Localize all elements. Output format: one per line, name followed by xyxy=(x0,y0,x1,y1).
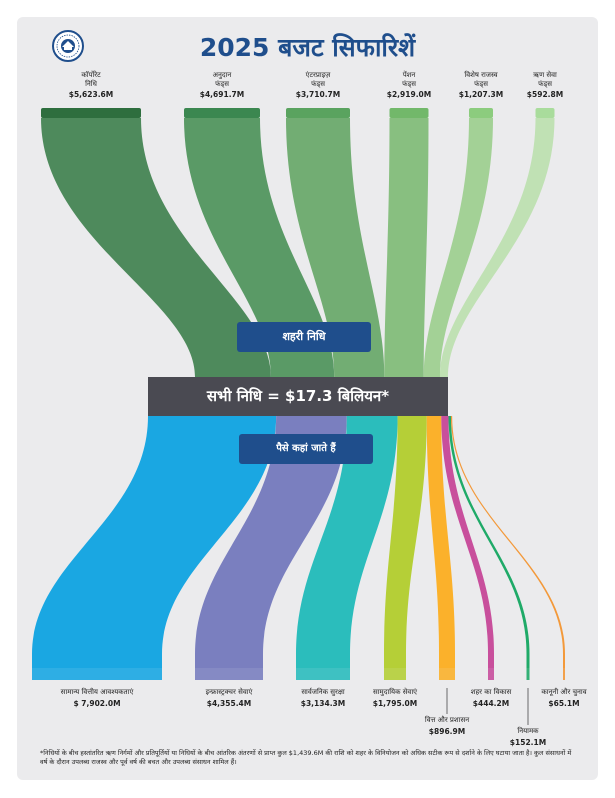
destination-bar xyxy=(195,668,263,680)
source-name: एंटरप्राइज़ xyxy=(305,71,331,79)
source-flow-band xyxy=(184,118,335,377)
source-name: फंड्स xyxy=(538,80,552,88)
destination-flow-band xyxy=(441,416,494,668)
source-bar xyxy=(535,108,555,118)
total-funds-label: सभी निधि = $17.3 बिलियन* xyxy=(206,387,390,405)
where-money-goes-box: पैसे कहां जाते हैं xyxy=(239,434,373,464)
source-name: कॉर्पोरेट xyxy=(81,71,101,79)
source-name: फंड्स xyxy=(474,80,488,88)
destination-name: सार्वजनिक सुरक्षा xyxy=(301,688,345,696)
destination-label: वित्त और प्रशासन $896.9M xyxy=(412,716,482,736)
destination-label: नियामक $152.1M xyxy=(503,727,553,747)
destination-flow-band xyxy=(32,416,277,668)
page-title: 2025 बजट सिफारिशें xyxy=(199,33,416,62)
source-bar xyxy=(286,108,350,118)
destination-name: सामान्य वित्तीय आवश्यकताएं xyxy=(60,688,134,696)
source-amount: $4,691.7M xyxy=(199,90,245,99)
source-amount: $2,919.0M xyxy=(386,90,432,99)
source-amount: $5,623.6M xyxy=(68,90,114,99)
destination-amount: $152.1M xyxy=(509,738,547,747)
destination-name: नियामक xyxy=(517,727,539,735)
destination-amount: $ 7,902.0M xyxy=(73,699,121,708)
source-flow-band xyxy=(41,118,271,377)
source-label: ऋण सेवा फंड्स $592.8M xyxy=(507,71,583,99)
source-flow-band xyxy=(286,118,385,377)
source-name: फंड्स xyxy=(311,80,325,88)
source-label: कॉर्पोरेट निधि $5,623.6M xyxy=(53,71,129,99)
city-seal-icon xyxy=(52,30,84,62)
source-label: विशेष राजस्व फंड्स $1,207.3M xyxy=(443,71,519,99)
destination-label: कानूनी और चुनाव $65.1M xyxy=(529,688,599,708)
destination-bar xyxy=(488,668,494,680)
destination-amount: $3,134.3M xyxy=(300,699,346,708)
total-funds-banner: सभी निधि = $17.3 बिलियन* xyxy=(148,377,448,416)
source-name: ऋण सेवा xyxy=(533,71,557,79)
source-label: अनुदान फंड्स $4,691.7M xyxy=(184,71,260,99)
source-label: पेंशन फंड्स $2,919.0M xyxy=(371,71,447,99)
destination-label: सामान्य वित्तीय आवश्यकताएं $ 7,902.0M xyxy=(27,688,167,708)
destination-flow-band xyxy=(384,416,427,668)
destination-flow-band xyxy=(296,416,398,668)
source-bar xyxy=(469,108,493,118)
source-bar xyxy=(41,108,141,118)
destination-amount: $1,795.0M xyxy=(372,699,418,708)
destination-label: इन्फ्रास्ट्रक्चर सेवाएं $4,355.4M xyxy=(184,688,274,708)
source-label: एंटरप्राइज़ फंड्स $3,710.7M xyxy=(280,71,356,99)
destination-name: शहर का विकास xyxy=(470,688,512,696)
destination-amount: $65.1M xyxy=(548,699,580,708)
destination-amount: $896.9M xyxy=(428,727,466,736)
destination-label: सामुदायिक सेवाएं $1,795.0M xyxy=(355,688,435,708)
source-bar xyxy=(184,108,260,118)
footnote: *निधियों के बीच हस्तांतरित ऋण निर्गमों औ… xyxy=(40,749,572,766)
source-amount: $3,710.7M xyxy=(295,90,341,99)
source-flow-band xyxy=(439,118,555,377)
source-amount: $1,207.3M xyxy=(458,90,504,99)
destination-amount: $4,355.4M xyxy=(206,699,252,708)
destination-name: वित्त और प्रशासन xyxy=(424,716,470,724)
city-funds-box: शहरी निधि xyxy=(237,322,371,352)
destination-name: इन्फ्रास्ट्रक्चर सेवाएं xyxy=(205,688,253,696)
destination-label: सार्वजनिक सुरक्षा $3,134.3M xyxy=(278,688,368,708)
source-name: फंड्स xyxy=(215,80,229,88)
source-name: निधि xyxy=(85,80,97,88)
city-funds-label: शहरी निधि xyxy=(282,330,326,343)
source-bar xyxy=(389,108,429,118)
source-name: पेंशन xyxy=(402,71,416,79)
source-name: अनुदान xyxy=(212,71,232,79)
destination-flow-band xyxy=(195,416,347,668)
destination-bar xyxy=(32,668,162,680)
destination-label: शहर का विकास $444.2M xyxy=(456,688,526,708)
destination-amount: $444.2M xyxy=(472,699,510,708)
destination-name: सामुदायिक सेवाएं xyxy=(372,688,418,696)
destination-name: कानूनी और चुनाव xyxy=(541,688,587,696)
source-name: विशेष राजस्व xyxy=(464,71,498,79)
source-flow-band xyxy=(423,118,493,377)
destination-bar xyxy=(526,668,530,680)
destination-bar xyxy=(384,668,406,680)
destination-bar xyxy=(563,668,565,680)
where-money-goes-label: पैसे कहां जाते हैं xyxy=(276,443,336,454)
source-amount: $592.8M xyxy=(526,90,564,99)
source-flow-band xyxy=(384,118,429,377)
source-name: फंड्स xyxy=(402,80,416,88)
destination-bar xyxy=(439,668,455,680)
destination-bar xyxy=(296,668,350,680)
destination-flow-band xyxy=(426,416,455,668)
